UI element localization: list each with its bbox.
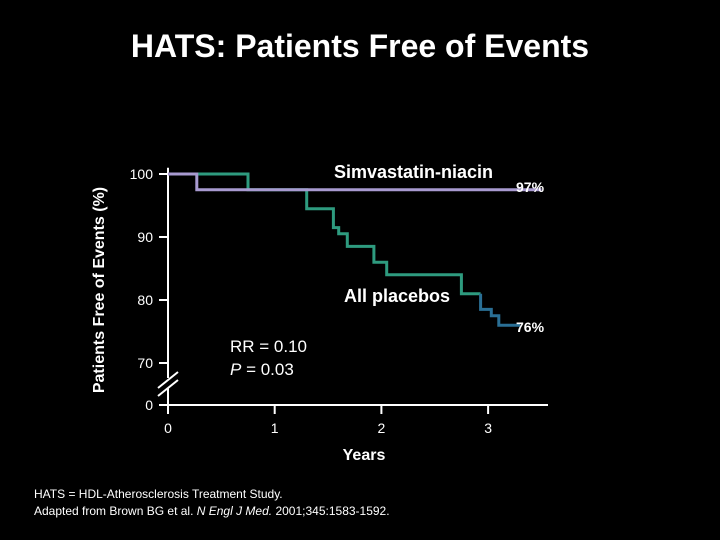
x-tick-label: 3 bbox=[484, 420, 492, 436]
slide-title: HATS: Patients Free of Events bbox=[130, 28, 590, 64]
simvastatin-end-label: 97% bbox=[516, 179, 545, 195]
simvastatin-niacin-label: Simvastatin-niacin bbox=[334, 162, 493, 182]
x-tick-label: 2 bbox=[378, 420, 386, 436]
y-tick-label: 70 bbox=[137, 355, 153, 371]
axes bbox=[157, 167, 548, 414]
axis-break-mark-1 bbox=[157, 371, 179, 389]
p-annotation: P = 0.03 bbox=[230, 360, 294, 379]
y-tick-label: 100 bbox=[130, 166, 154, 182]
simvastatin-niacin-line bbox=[168, 172, 542, 192]
rr-annotation: RR = 0.10 bbox=[230, 337, 307, 356]
footnote-suffix: 2001;345:1583-1592. bbox=[272, 504, 390, 518]
y-tick-label: 80 bbox=[137, 292, 153, 308]
tick-labels: 70 80 90 100 00 1 2 3 bbox=[130, 166, 493, 436]
series-lines bbox=[168, 172, 542, 327]
y-tick-label: 90 bbox=[137, 229, 153, 245]
series-labels: Simvastatin-niacin 97% All placebos 76% bbox=[334, 162, 545, 335]
footnote: HATS = HDL-Atherosclerosis Treatment Stu… bbox=[34, 486, 390, 520]
footnote-prefix: Adapted from Brown BG et al. bbox=[34, 504, 197, 518]
x-tick-label: 1 bbox=[271, 420, 279, 436]
footnote-journal: N Engl J Med. bbox=[196, 504, 273, 518]
placebo-end-label: 76% bbox=[516, 319, 545, 335]
p-symbol: P bbox=[230, 360, 242, 379]
placebo-line-late bbox=[479, 293, 521, 327]
axis-break-mark-2 bbox=[157, 379, 179, 397]
footnote-line-1: HATS = HDL-Atherosclerosis Treatment Stu… bbox=[34, 487, 283, 501]
x-axis-title: Years bbox=[343, 447, 386, 464]
placebo-line bbox=[168, 172, 481, 296]
y-tick-label: 0 bbox=[145, 397, 153, 413]
x-tick-label: 0 bbox=[164, 420, 172, 436]
footnote-line-2: Adapted from Brown BG et al. N Engl J Me… bbox=[34, 503, 390, 520]
placebo-label: All placebos bbox=[344, 286, 450, 306]
p-value: = 0.03 bbox=[241, 360, 293, 379]
y-axis-title: Patients Free of Events (%) bbox=[91, 187, 108, 393]
